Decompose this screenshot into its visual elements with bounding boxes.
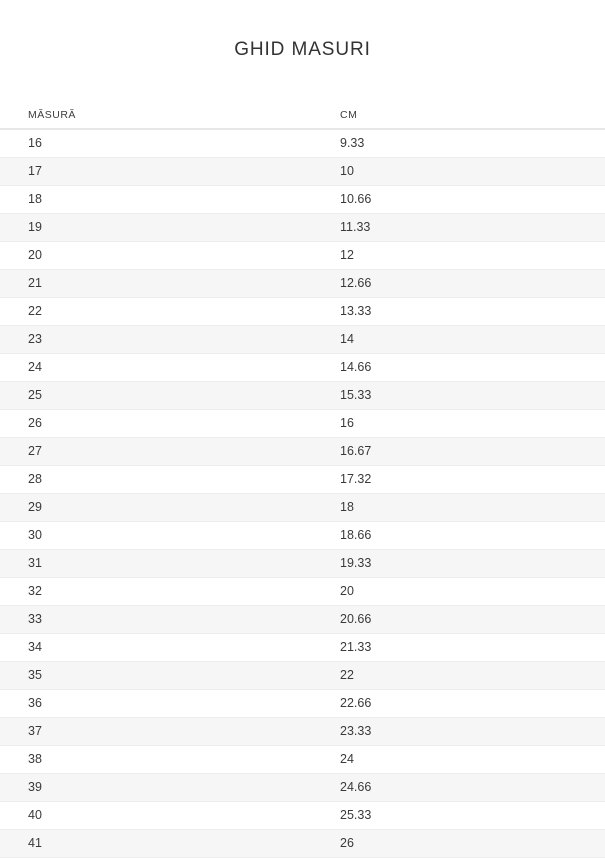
table-row: 24 14.66 <box>0 353 605 383</box>
cell-cm: 21.33 <box>320 633 605 663</box>
cell-cm: 9.33 <box>320 129 605 159</box>
cell-cm: 22.66 <box>320 689 605 719</box>
cell-size: 25 <box>0 381 320 411</box>
table-row: 17 10 <box>0 157 605 187</box>
table-header: MĂSURĂ CM <box>0 109 605 131</box>
cell-size: 30 <box>0 521 320 551</box>
table-row: 30 18.66 <box>0 521 605 551</box>
table-row: 27 16.67 <box>0 437 605 467</box>
cell-size: 35 <box>0 661 320 691</box>
cell-size: 23 <box>0 325 320 355</box>
cell-cm: 10.66 <box>320 185 605 215</box>
table-row: 33 20.66 <box>0 605 605 635</box>
cell-cm: 26 <box>320 829 605 858</box>
table-row: 28 17.32 <box>0 465 605 495</box>
table-row: 38 24 <box>0 745 605 775</box>
cell-cm: 12 <box>320 241 605 271</box>
cell-size: 33 <box>0 605 320 635</box>
table-row: 21 12.66 <box>0 269 605 299</box>
cell-cm: 18 <box>320 493 605 523</box>
table-row: 37 23.33 <box>0 717 605 747</box>
cell-size: 20 <box>0 241 320 271</box>
cell-cm: 10 <box>320 157 605 187</box>
table-row: 31 19.33 <box>0 549 605 579</box>
cell-size: 39 <box>0 773 320 803</box>
table-row: 23 14 <box>0 325 605 355</box>
cell-cm: 11.33 <box>320 213 605 243</box>
table-body: 16 9.33 17 10 18 10.66 19 11.33 20 12 21 12.66 22 13.… <box>0 129 605 858</box>
table-row: 41 26 <box>0 829 605 858</box>
size-guide-table: MĂSURĂ CM 16 9.33 17 10 18 10.66 19 11.33 20 12 21… <box>0 109 605 858</box>
cell-cm: 18.66 <box>320 521 605 551</box>
cell-cm: 22 <box>320 661 605 691</box>
cell-size: 19 <box>0 213 320 243</box>
table-row: 22 13.33 <box>0 297 605 327</box>
cell-cm: 17.32 <box>320 465 605 495</box>
table-row: 35 22 <box>0 661 605 691</box>
cell-size: 29 <box>0 493 320 523</box>
cell-size: 37 <box>0 717 320 747</box>
cell-size: 24 <box>0 353 320 383</box>
cell-size: 32 <box>0 577 320 607</box>
cell-cm: 15.33 <box>320 381 605 411</box>
table-row: 20 12 <box>0 241 605 271</box>
page-title: GHID MASURI <box>234 38 371 60</box>
cell-size: 22 <box>0 297 320 327</box>
cell-size: 18 <box>0 185 320 215</box>
cell-cm: 13.33 <box>320 297 605 327</box>
cell-cm: 20 <box>320 577 605 607</box>
table-row: 32 20 <box>0 577 605 607</box>
cell-cm: 16 <box>320 409 605 439</box>
table-row: 16 9.33 <box>0 129 605 159</box>
cell-size: 16 <box>0 129 320 159</box>
cell-cm: 14.66 <box>320 353 605 383</box>
table-row: 26 16 <box>0 409 605 439</box>
table-header-row: MĂSURĂ CM <box>0 109 605 131</box>
cell-cm: 23.33 <box>320 717 605 747</box>
table-row: 39 24.66 <box>0 773 605 803</box>
table-row: 29 18 <box>0 493 605 523</box>
cell-cm: 14 <box>320 325 605 355</box>
table-row: 25 15.33 <box>0 381 605 411</box>
cell-size: 28 <box>0 465 320 495</box>
cell-size: 40 <box>0 801 320 831</box>
cell-cm: 24 <box>320 745 605 775</box>
cell-size: 31 <box>0 549 320 579</box>
table-row: 19 11.33 <box>0 213 605 243</box>
cell-cm: 16.67 <box>320 437 605 467</box>
cell-size: 38 <box>0 745 320 775</box>
cell-cm: 24.66 <box>320 773 605 803</box>
cell-size: 26 <box>0 409 320 439</box>
cell-size: 21 <box>0 269 320 299</box>
cell-cm: 20.66 <box>320 605 605 635</box>
cell-cm: 12.66 <box>320 269 605 299</box>
cell-size: 41 <box>0 829 320 858</box>
column-header-cm: CM <box>320 109 605 131</box>
cell-cm: 19.33 <box>320 549 605 579</box>
cell-size: 27 <box>0 437 320 467</box>
column-header-size: MĂSURĂ <box>0 109 320 131</box>
cell-size: 36 <box>0 689 320 719</box>
table-row: 34 21.33 <box>0 633 605 663</box>
cell-size: 34 <box>0 633 320 663</box>
page-title-container: GHID MASURI <box>0 0 605 74</box>
cell-size: 17 <box>0 157 320 187</box>
table-row: 18 10.66 <box>0 185 605 215</box>
table-row: 36 22.66 <box>0 689 605 719</box>
